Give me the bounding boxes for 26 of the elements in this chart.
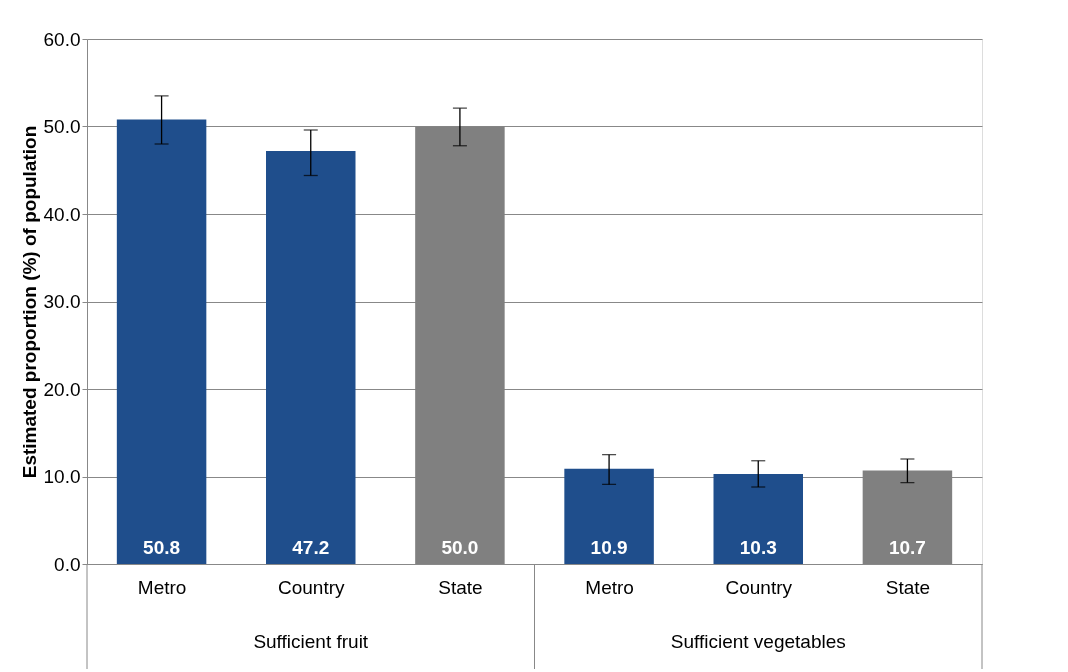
y-tick-label: 30.0	[43, 291, 81, 312]
y-tick-label: 10.0	[43, 466, 81, 487]
bar	[116, 119, 207, 564]
y-tick-label: 20.0	[43, 378, 81, 400]
x-tick-label: State	[885, 576, 931, 598]
y-tick-label: 50.0	[43, 116, 81, 137]
y-tick-label: 0.0	[54, 553, 81, 575]
data-label: 47.2	[292, 537, 330, 558]
bar	[564, 468, 654, 564]
data-label: 10.3	[739, 537, 777, 558]
bar	[713, 473, 803, 564]
x-tick-label: Metro	[585, 576, 634, 598]
x-tick-label: State	[438, 576, 483, 598]
x-tick-label: Metro	[137, 576, 187, 598]
bar	[266, 151, 356, 564]
data-label: 10.7	[888, 537, 926, 558]
text: Sufficient fruit	[253, 631, 369, 652]
y-tick-label: 40.0	[43, 203, 81, 225]
data-label: 50.8	[143, 537, 181, 558]
x-tick-label: Country	[725, 576, 793, 598]
data-label: 10.9	[590, 537, 628, 558]
y-tick-label: 60.0	[43, 28, 81, 50]
x-tick-label: Country	[277, 576, 346, 598]
data-label: 50.0	[441, 537, 479, 558]
text: Sufficient vegetables	[670, 631, 846, 652]
y-axis-title: Estimated proportion (%) of population	[18, 125, 40, 479]
